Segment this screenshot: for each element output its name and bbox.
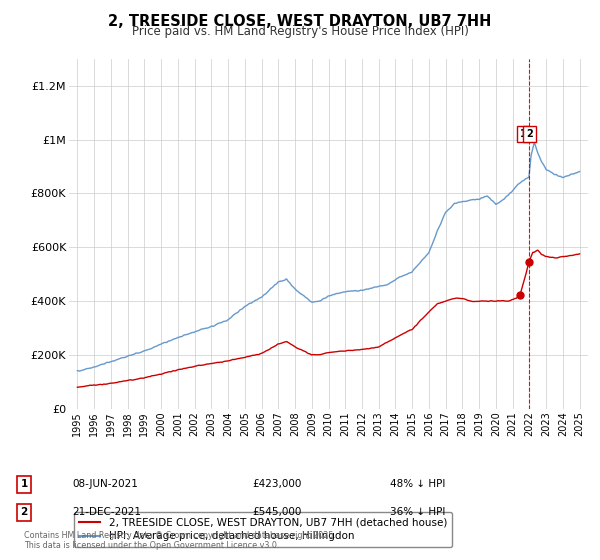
- Text: 48% ↓ HPI: 48% ↓ HPI: [390, 479, 445, 489]
- Text: £545,000: £545,000: [252, 507, 301, 517]
- Text: Price paid vs. HM Land Registry's House Price Index (HPI): Price paid vs. HM Land Registry's House …: [131, 25, 469, 38]
- Text: 21-DEC-2021: 21-DEC-2021: [72, 507, 141, 517]
- Legend: 2, TREESIDE CLOSE, WEST DRAYTON, UB7 7HH (detached house), HPI: Average price, d: 2, TREESIDE CLOSE, WEST DRAYTON, UB7 7HH…: [74, 512, 452, 547]
- Text: 2: 2: [526, 129, 533, 139]
- Text: 2: 2: [20, 507, 28, 517]
- Text: £423,000: £423,000: [252, 479, 301, 489]
- Text: 1: 1: [20, 479, 28, 489]
- Text: 2, TREESIDE CLOSE, WEST DRAYTON, UB7 7HH: 2, TREESIDE CLOSE, WEST DRAYTON, UB7 7HH: [109, 14, 491, 29]
- Text: Contains HM Land Registry data © Crown copyright and database right 2025.
This d: Contains HM Land Registry data © Crown c…: [24, 530, 336, 550]
- Text: 08-JUN-2021: 08-JUN-2021: [72, 479, 138, 489]
- Text: 1: 1: [520, 129, 526, 139]
- Text: 36% ↓ HPI: 36% ↓ HPI: [390, 507, 445, 517]
